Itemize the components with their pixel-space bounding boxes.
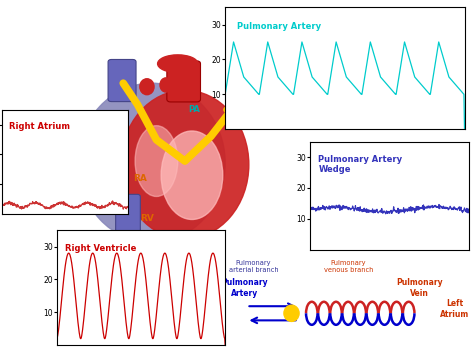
Ellipse shape [140,79,154,95]
Text: Pulmonary
Artery: Pulmonary Artery [221,278,267,298]
Text: Right Ventricle: Right Ventricle [65,244,137,253]
Text: RA: RA [133,173,147,183]
FancyBboxPatch shape [108,59,136,102]
Text: Pulmonary
arterial branch: Pulmonary arterial branch [229,260,278,273]
Text: Left
Atrium: Left Atrium [440,299,470,319]
Ellipse shape [78,83,225,242]
Text: PA: PA [188,104,201,114]
Text: Pulmonary Artery
Wedge: Pulmonary Artery Wedge [319,155,402,174]
Text: Pulmonary
Vein: Pulmonary Vein [396,278,443,298]
Ellipse shape [284,305,299,321]
Ellipse shape [161,131,223,219]
Text: Right Atrium: Right Atrium [9,122,70,131]
Ellipse shape [160,78,172,92]
FancyBboxPatch shape [167,61,201,102]
Text: Pulmonary Artery: Pulmonary Artery [237,22,321,31]
Text: Pulmonary
venous branch: Pulmonary venous branch [324,260,373,273]
FancyBboxPatch shape [116,194,140,241]
Text: RV: RV [140,214,154,223]
Ellipse shape [157,55,198,73]
Ellipse shape [121,90,249,239]
Ellipse shape [224,105,246,115]
Ellipse shape [135,126,178,196]
